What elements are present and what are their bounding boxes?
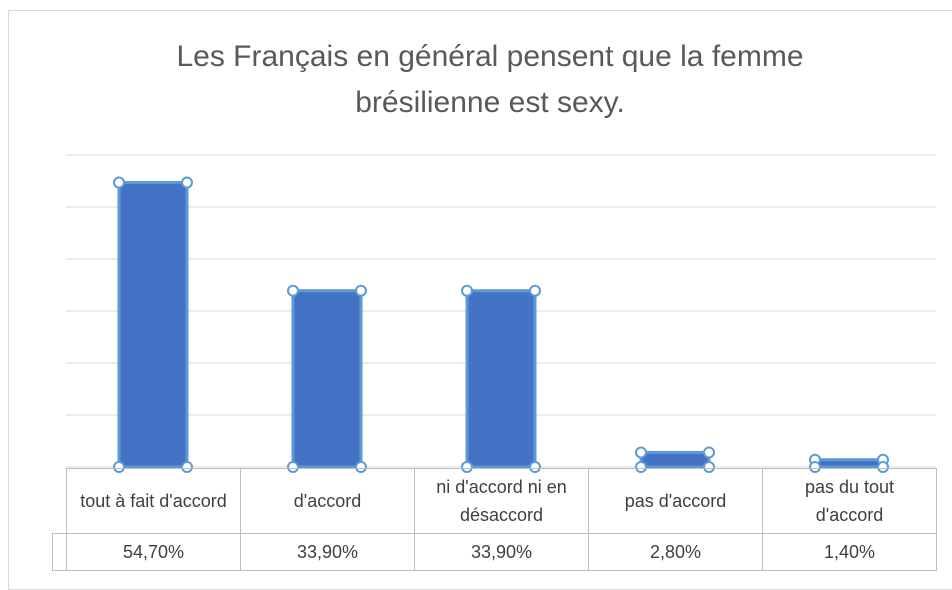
table-cell: pas d'accord: [588, 468, 763, 534]
category-label: pas du tout d'accord: [804, 477, 895, 525]
value-row: 54,70% 33,90% 33,90% 2,80% 1,40%: [52, 533, 937, 571]
bar: [465, 289, 537, 469]
value-label: 33,90%: [240, 533, 415, 571]
value-label: 33,90%: [414, 533, 589, 571]
category-label: pas d'accord: [624, 491, 727, 511]
selection-handle: [529, 284, 541, 297]
chart-title: Les Français en général pensent que la f…: [176, 40, 804, 119]
bar: [639, 450, 711, 469]
bar: [117, 181, 189, 469]
selection-handle: [461, 284, 473, 297]
bar: [291, 289, 363, 469]
selection-handle: [703, 446, 715, 459]
category-label: tout à fait d'accord: [80, 491, 227, 511]
table-cell: ni d'accord ni en désaccord: [414, 468, 589, 534]
table-cell: d'accord: [240, 468, 415, 534]
selection-handle: [181, 176, 193, 189]
table-cell: [52, 533, 67, 571]
value-label: 2,80%: [588, 533, 763, 571]
selection-handle: [635, 446, 647, 459]
value-label: 1,40%: [762, 533, 937, 571]
category-label: ni d'accord ni en désaccord: [436, 477, 567, 525]
table-cell: [52, 468, 67, 534]
data-table: tout à fait d'accord d'accord ni d'accord …: [52, 468, 937, 571]
selection-handle: [355, 284, 367, 297]
table-cell: pas du tout d'accord: [762, 468, 937, 534]
value-label: 54,70%: [66, 533, 241, 571]
bar: [813, 458, 885, 469]
category-label: d'accord: [293, 491, 362, 511]
category-row: tout à fait d'accord d'accord ni d'accord …: [52, 468, 937, 534]
selection-handle: [287, 284, 299, 297]
table-cell: tout à fait d'accord: [66, 468, 241, 534]
selection-handle: [113, 176, 125, 189]
